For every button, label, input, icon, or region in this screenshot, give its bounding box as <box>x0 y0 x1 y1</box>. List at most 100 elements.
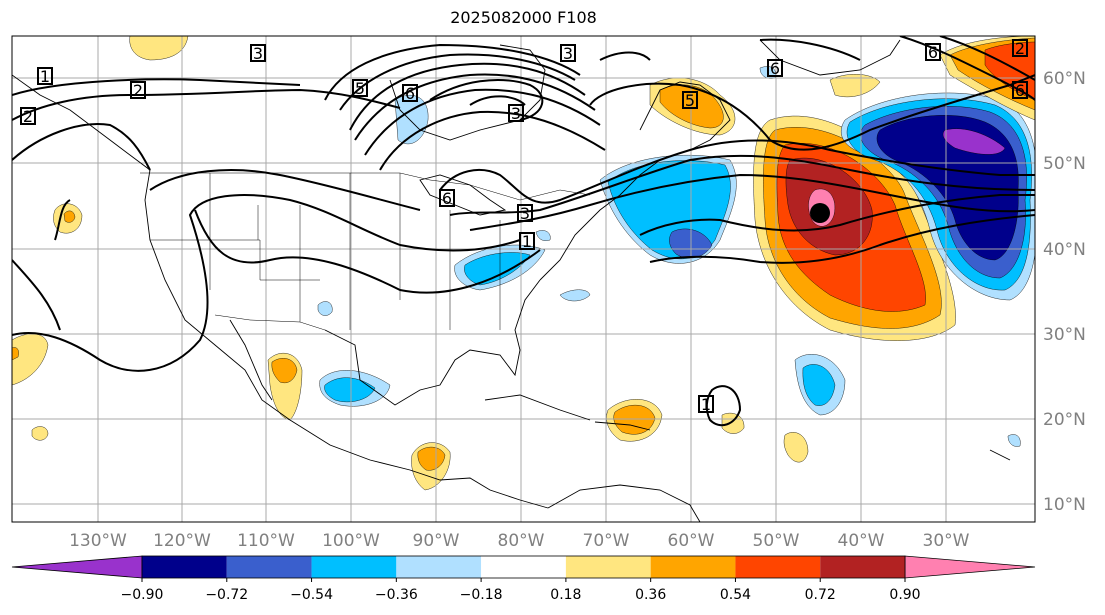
contour-label-bg <box>925 43 941 61</box>
colorbar-tick-label: 0.90 <box>889 587 920 603</box>
longitude-label: 60°W <box>668 531 715 551</box>
contour-label-bg <box>517 204 533 222</box>
contour-label-bg <box>767 59 783 77</box>
colorbar-extend-min <box>11 555 143 579</box>
colorbar-tick-label: 0.18 <box>550 587 581 603</box>
longitude-label: 40°W <box>838 531 885 551</box>
contour-label-bg <box>130 81 146 99</box>
latitude-label: 40°N <box>1043 240 1086 260</box>
contour-label-bg <box>1012 39 1028 57</box>
latitude-label: 60°N <box>1043 69 1086 89</box>
anomaly-region <box>417 446 446 471</box>
latitude-label: 30°N <box>1043 325 1086 345</box>
baja-california <box>229 319 273 401</box>
contour-line <box>899 36 1035 101</box>
colorbar-tick-label: 0.72 <box>805 587 836 603</box>
contour-line <box>589 74 1035 151</box>
colorbar-segment <box>820 556 905 578</box>
contour-line <box>354 73 596 141</box>
longitude-labels: 130°W 120°W 110°W 100°W 90°W 80°W 70°W 60°W 50°W… <box>69 531 970 551</box>
anomaly-region <box>324 377 376 403</box>
contour-line <box>194 209 541 294</box>
contour-label: 2 <box>1015 39 1025 58</box>
storm-center-marker <box>810 203 830 223</box>
colorbar-tick-label: −0.90 <box>121 587 164 603</box>
hudson-bay <box>389 44 546 141</box>
longitude-label: 130°W <box>69 531 127 551</box>
latitude-label: 20°N <box>1043 410 1086 430</box>
contour-line <box>449 154 1035 216</box>
contour-label-bg <box>37 67 53 85</box>
longitude-label: 70°W <box>583 531 630 551</box>
contour-line <box>364 88 601 156</box>
contour-label-bg <box>352 79 368 97</box>
colorbar-tick-label: −0.72 <box>205 587 248 603</box>
map-plot-area: 1 2 3 5 3 6 6 3 1 3 2 5 6 6 6 2 1 <box>12 36 1035 522</box>
colorbar-segment <box>735 556 821 578</box>
contour-label: 3 <box>511 104 521 123</box>
anomaly-region <box>942 128 1006 155</box>
anomaly-region <box>394 95 429 145</box>
anomaly-region <box>12 333 49 386</box>
contour-label-bg <box>682 91 698 109</box>
contour-line <box>429 79 544 121</box>
anomaly-region <box>317 301 333 316</box>
longitude-label: 50°W <box>753 531 800 551</box>
contour-label-bg <box>508 104 524 122</box>
longitude-label: 120°W <box>153 531 211 551</box>
colorbar-segment <box>481 556 566 578</box>
contour-label: 6 <box>1015 81 1025 100</box>
contour-label-bg <box>560 44 576 62</box>
contour-label-bg <box>439 189 455 207</box>
contour-line <box>759 38 861 61</box>
anomaly-region <box>659 84 724 129</box>
contour-label: 1 <box>40 67 50 86</box>
colorbar-tick-label: −0.36 <box>375 587 418 603</box>
anomaly-region <box>1007 434 1021 447</box>
contour-label: 3 <box>253 44 263 63</box>
canary-islands <box>989 449 1011 461</box>
contour-label-bg <box>1012 81 1028 99</box>
state-lines-west <box>150 173 501 330</box>
anomaly-region <box>129 36 189 61</box>
anomaly-region <box>783 432 809 463</box>
latitude-label: 50°N <box>1043 154 1086 174</box>
colorbar-segment <box>311 556 397 578</box>
hispaniola <box>594 421 651 431</box>
greenland <box>759 39 901 76</box>
contour-label: 3 <box>520 204 530 223</box>
map-frame <box>11 35 1036 523</box>
longitude-label: 110°W <box>237 531 295 551</box>
colorbar-segment <box>650 556 736 578</box>
anomaly-region <box>829 74 881 98</box>
colorbar: −0.90 −0.72 −0.54 −0.36 −0.18 0.18 0.36 0.54 0.7… <box>11 555 1036 603</box>
contour-label: 2 <box>133 81 143 100</box>
south-america-coast <box>547 484 701 522</box>
contour-line <box>705 385 742 427</box>
anomaly-region <box>31 426 49 441</box>
longitude-label: 30°W <box>923 531 970 551</box>
contour-label-bg <box>519 232 535 250</box>
contour-label: 6 <box>928 43 938 62</box>
contour-line <box>649 214 1035 264</box>
map-title: 2025082000 F108 <box>450 8 597 27</box>
great-lakes <box>419 174 507 216</box>
contour-line <box>12 88 401 121</box>
height-contours: 1 2 3 5 3 6 6 3 1 3 2 5 6 6 6 2 1 <box>12 36 1035 427</box>
coastlines <box>12 39 1011 522</box>
contour-label-bg <box>250 44 266 62</box>
contour-line <box>339 53 576 111</box>
anomaly-region <box>464 252 531 286</box>
us-mexico-border <box>214 314 326 331</box>
latitude-labels: 60°N 50°N 40°N 30°N 20°N 10°N <box>1043 69 1086 515</box>
contour-line <box>469 95 526 106</box>
contour-line <box>349 62 586 131</box>
contour-line <box>599 51 651 61</box>
contour-line <box>469 173 1035 231</box>
cuba <box>484 394 591 421</box>
anomaly-region <box>613 405 656 435</box>
contour-line <box>939 36 1035 81</box>
contour-label: 6 <box>405 84 415 103</box>
colorbar-segment <box>396 556 482 578</box>
